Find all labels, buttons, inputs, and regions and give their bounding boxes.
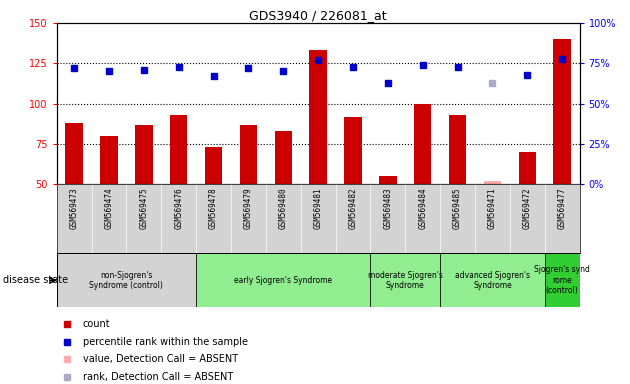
Bar	[484, 181, 501, 184]
Bar	[196, 253, 370, 307]
Text: GSM569481: GSM569481	[314, 188, 323, 229]
Text: count: count	[83, 319, 110, 329]
Bar	[379, 176, 396, 184]
Bar	[135, 125, 152, 184]
Text: GSM569477: GSM569477	[558, 188, 566, 229]
Bar	[239, 125, 257, 184]
Text: GSM569471: GSM569471	[488, 188, 497, 229]
Text: GSM569473: GSM569473	[70, 188, 79, 229]
Text: GSM569478: GSM569478	[209, 188, 218, 229]
Bar	[545, 253, 580, 307]
Title: GDS3940 / 226081_at: GDS3940 / 226081_at	[249, 9, 387, 22]
Bar	[100, 136, 118, 184]
Bar	[309, 50, 327, 184]
Bar	[205, 147, 222, 184]
Text: GSM569480: GSM569480	[279, 188, 288, 229]
Bar	[57, 253, 196, 307]
Bar	[66, 123, 83, 184]
Text: GSM569475: GSM569475	[139, 188, 148, 229]
Text: disease state: disease state	[3, 275, 68, 285]
Text: GSM569476: GSM569476	[175, 188, 183, 229]
Bar	[518, 152, 536, 184]
Text: rank, Detection Call = ABSENT: rank, Detection Call = ABSENT	[83, 372, 233, 382]
Text: GSM569472: GSM569472	[523, 188, 532, 229]
Bar	[275, 131, 292, 184]
Text: moderate Sjogren's
Syndrome: moderate Sjogren's Syndrome	[368, 271, 443, 290]
Text: early Sjogren's Syndrome: early Sjogren's Syndrome	[234, 276, 333, 285]
Text: advanced Sjogren's
Syndrome: advanced Sjogren's Syndrome	[455, 271, 530, 290]
Text: GSM569482: GSM569482	[348, 188, 357, 229]
Text: GSM569485: GSM569485	[453, 188, 462, 229]
Text: GSM569479: GSM569479	[244, 188, 253, 229]
Text: GSM569484: GSM569484	[418, 188, 427, 229]
Text: value, Detection Call = ABSENT: value, Detection Call = ABSENT	[83, 354, 238, 364]
Bar	[344, 117, 362, 184]
Bar	[370, 253, 440, 307]
Text: non-Sjogren's
Syndrome (control): non-Sjogren's Syndrome (control)	[89, 271, 163, 290]
Text: percentile rank within the sample: percentile rank within the sample	[83, 337, 248, 347]
Text: Sjogren's synd
rome
(control): Sjogren's synd rome (control)	[534, 265, 590, 295]
Bar	[553, 39, 571, 184]
Bar	[449, 115, 466, 184]
Text: GSM569483: GSM569483	[384, 188, 392, 229]
Text: GSM569474: GSM569474	[105, 188, 113, 229]
Bar	[440, 253, 545, 307]
Bar	[414, 104, 432, 184]
Bar	[170, 115, 187, 184]
